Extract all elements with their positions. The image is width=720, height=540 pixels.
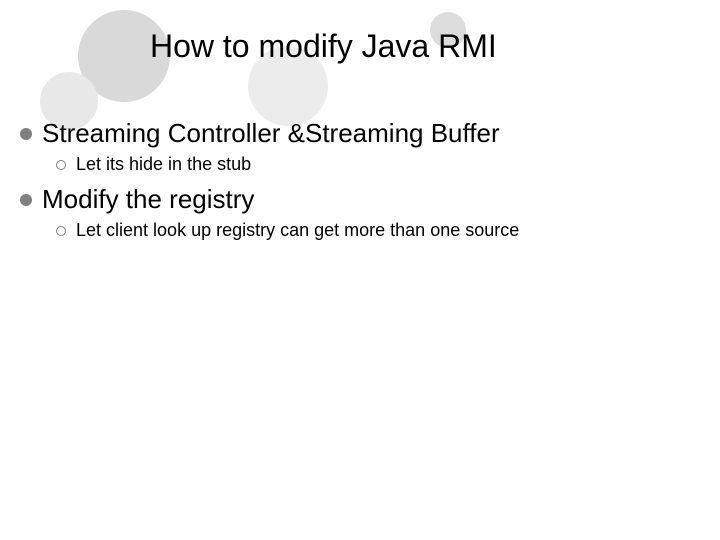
bullet-text: Streaming Controller &Streaming Buffer: [42, 118, 500, 149]
bullet-item: Streaming Controller &Streaming Buffer: [20, 118, 500, 149]
page-title: How to modify Java RMI: [150, 28, 497, 65]
sub-bullet-item: Let client look up registry can get more…: [56, 220, 519, 241]
bullet-dot-icon: [20, 128, 32, 140]
sub-bullet-text: Let client look up registry can get more…: [76, 220, 519, 241]
sub-bullet-circle-icon: [56, 226, 66, 236]
bullet-item: Modify the registry: [20, 184, 254, 215]
sub-bullet-circle-icon: [56, 160, 66, 170]
sub-bullet-text: Let its hide in the stub: [76, 154, 251, 175]
bullet-text: Modify the registry: [42, 184, 254, 215]
bullet-dot-icon: [20, 194, 32, 206]
sub-bullet-item: Let its hide in the stub: [56, 154, 251, 175]
